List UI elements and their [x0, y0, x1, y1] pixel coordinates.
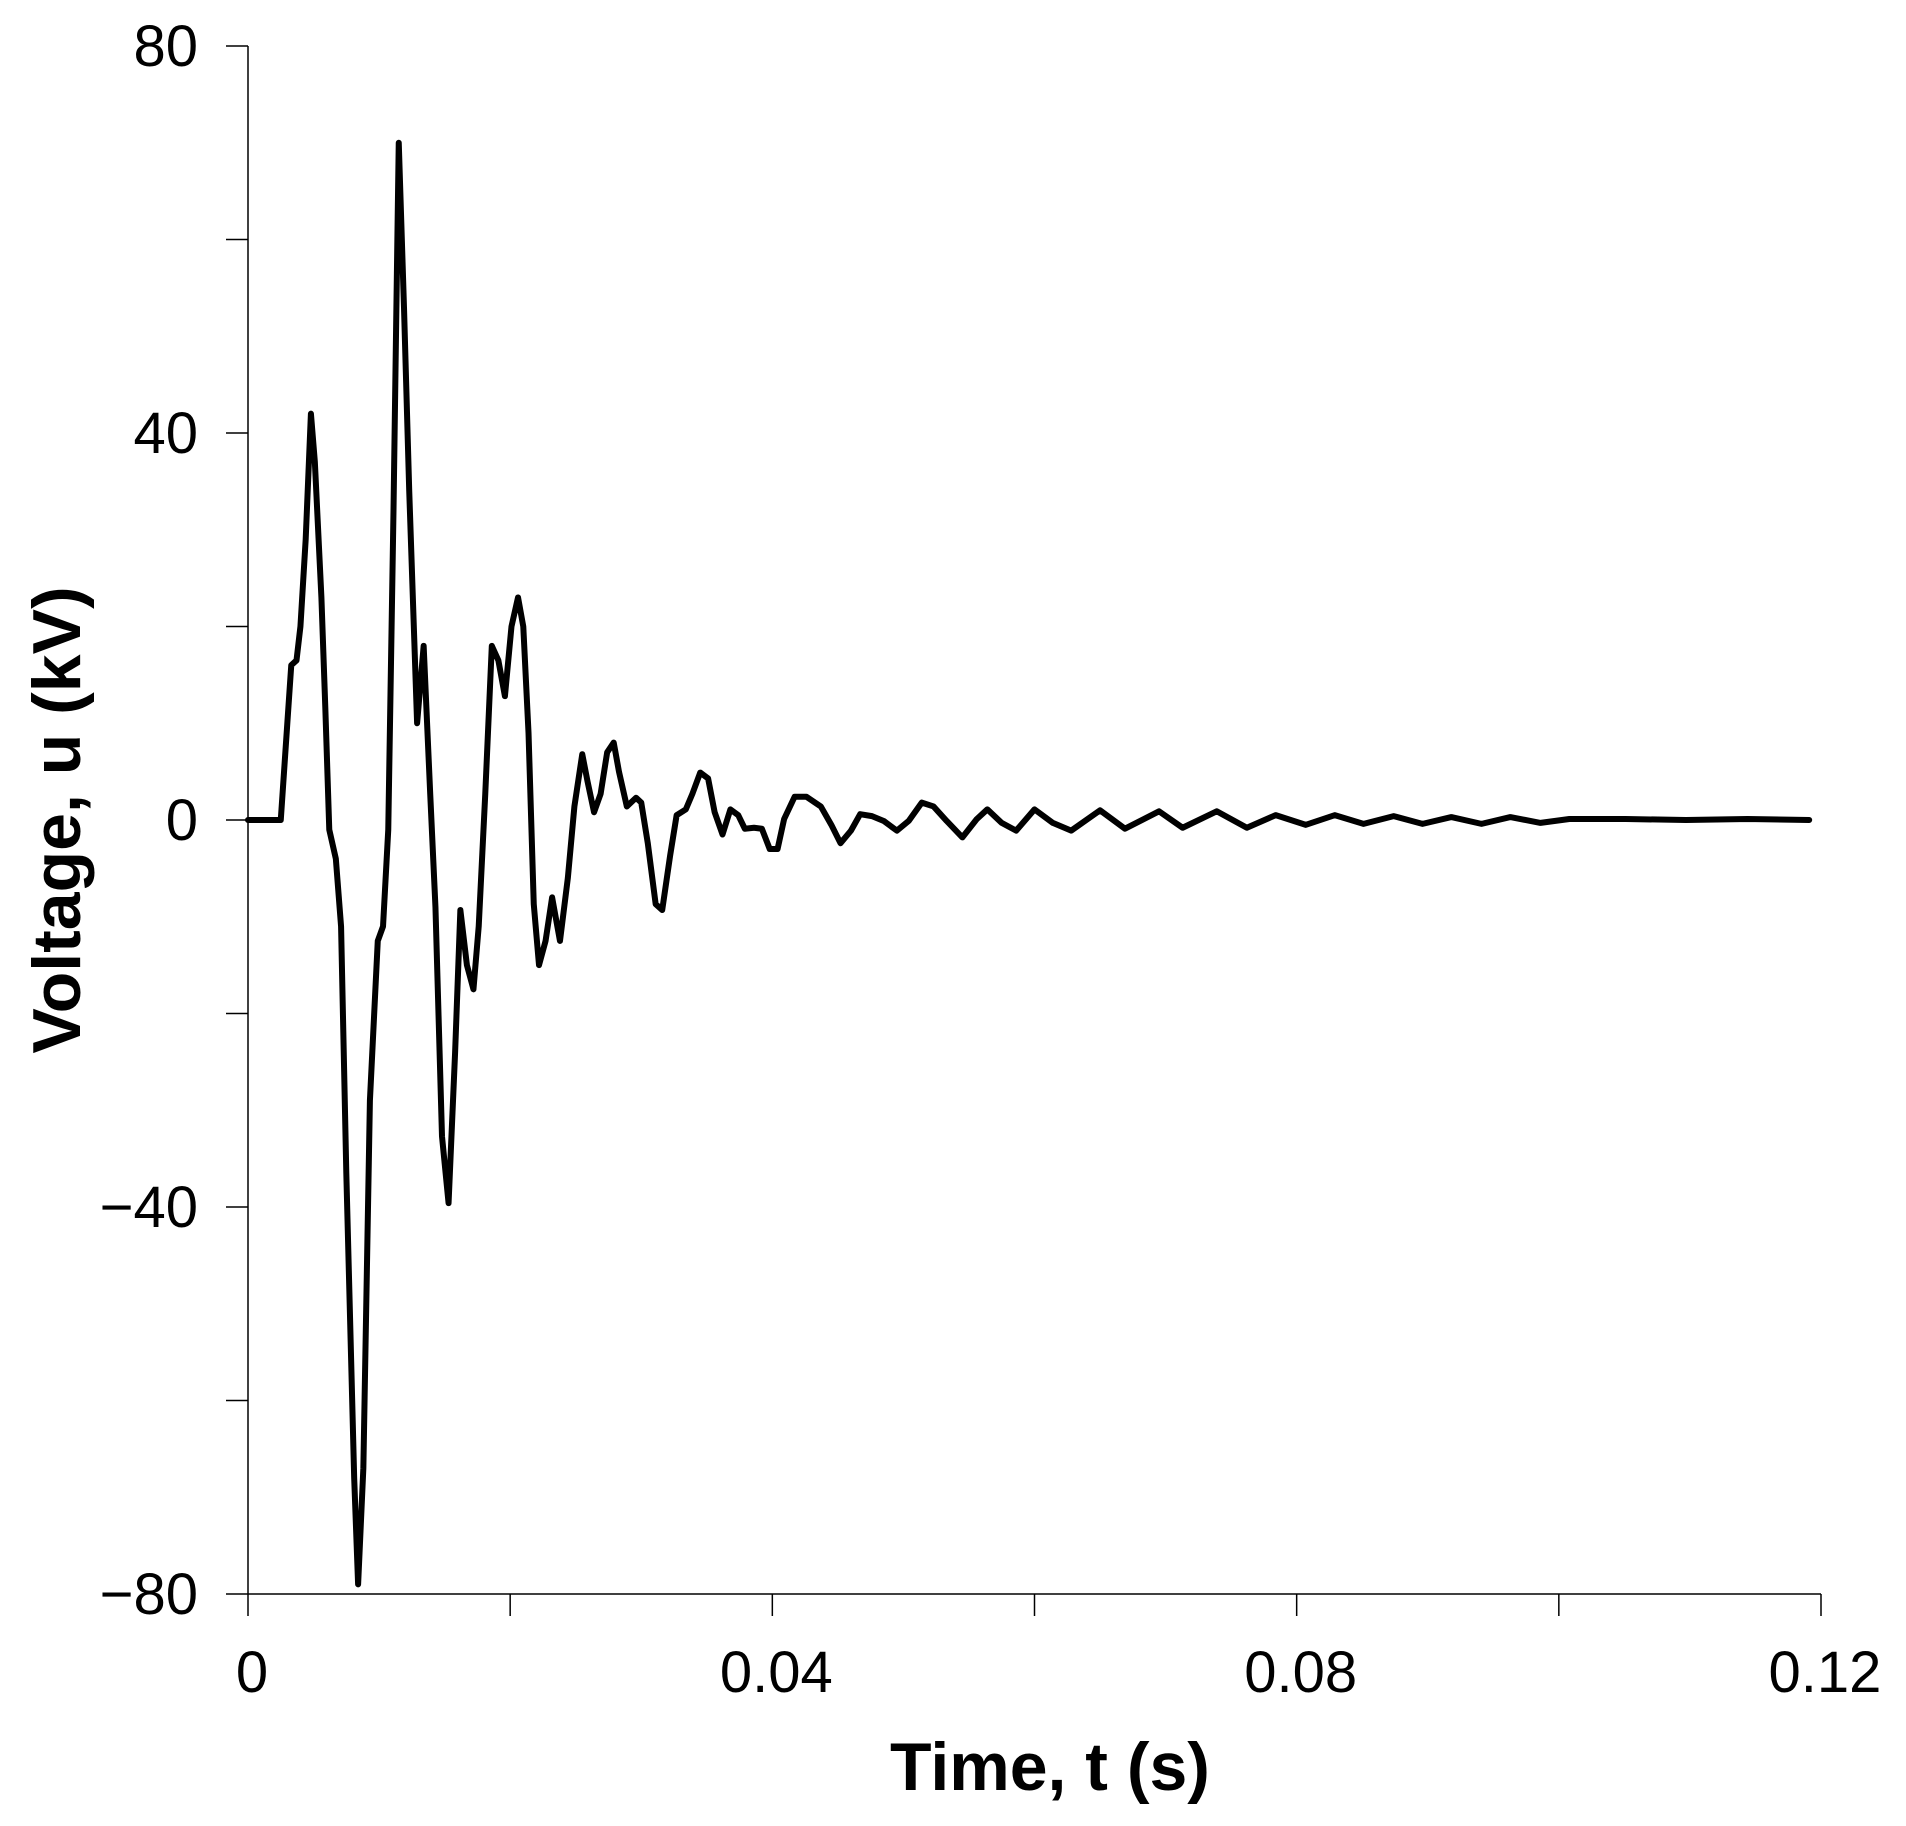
x-tick-label: 0: [236, 1640, 268, 1705]
x-tick-label: 0.12: [1769, 1640, 1882, 1705]
y-tick-label: −40: [100, 1175, 198, 1240]
x-tick-label: 0.08: [1244, 1640, 1357, 1705]
x-tick-label: 0.04: [720, 1640, 833, 1705]
y-tick-label: 40: [133, 401, 198, 466]
y-tick-label: −80: [100, 1562, 198, 1627]
y-tick-label: 0: [166, 788, 198, 853]
voltage-line: [245, 139, 1813, 1588]
y-axis-title: Voltage, u (kV): [19, 586, 95, 1053]
x-axis-title: Time, t (s): [890, 1729, 1210, 1805]
y-tick-label: 80: [133, 14, 198, 79]
